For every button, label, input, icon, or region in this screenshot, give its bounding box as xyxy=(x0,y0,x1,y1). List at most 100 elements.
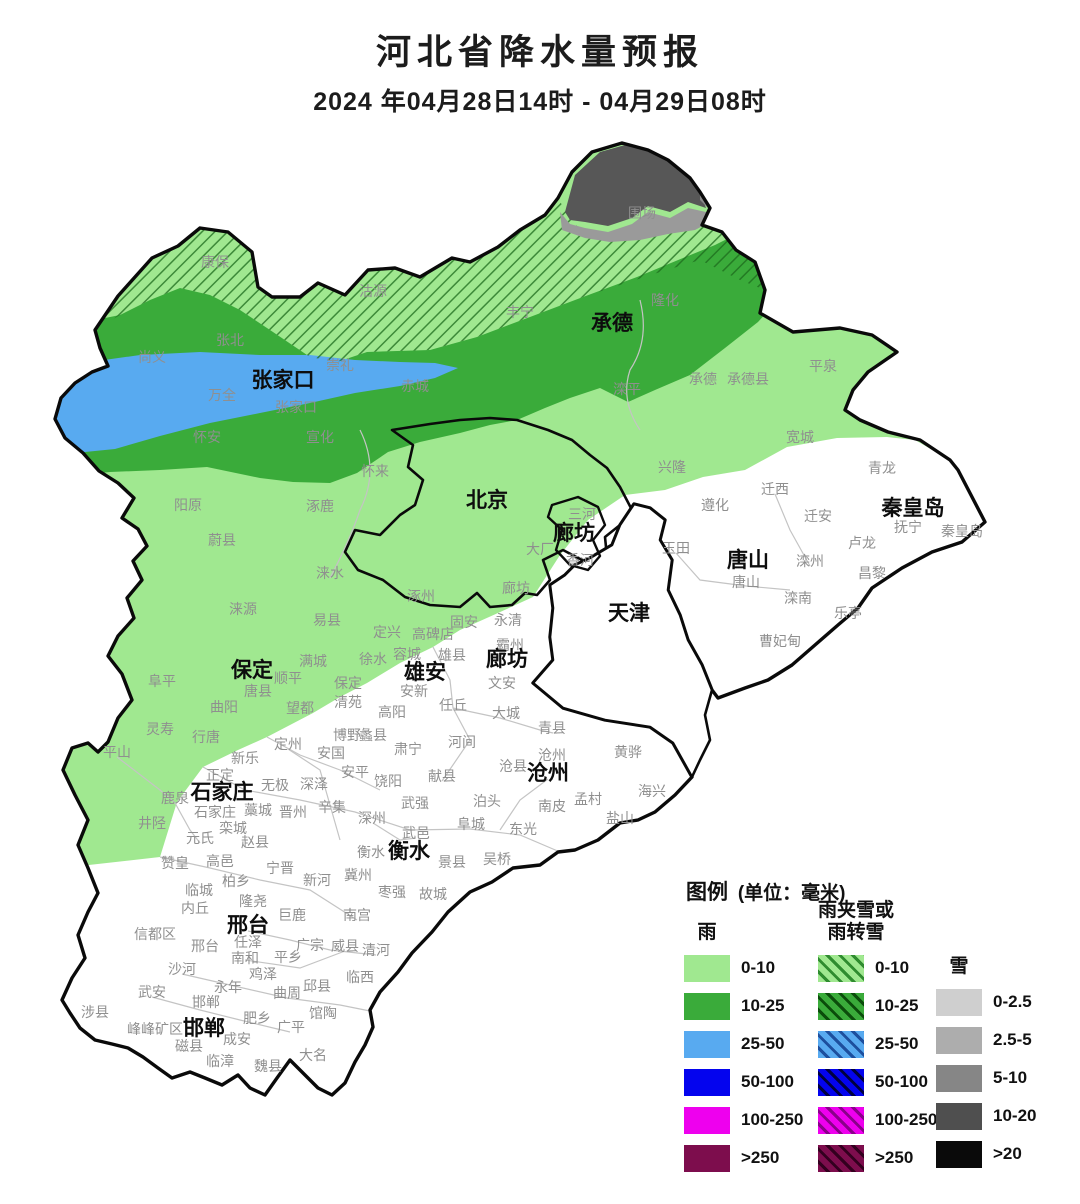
legend-swatch-hatched xyxy=(818,1030,864,1058)
county-label: 曲阳 xyxy=(210,699,238,715)
legend-row-label: 25-50 xyxy=(741,1034,785,1053)
city-label: 廊坊 xyxy=(486,647,528,671)
county-label: 沧县 xyxy=(499,758,527,774)
county-label: 邯郸 xyxy=(192,994,220,1010)
county-label: 承德县 xyxy=(727,371,769,387)
county-label: 邢台 xyxy=(191,938,219,954)
county-label: 任泽 xyxy=(234,934,262,950)
zone-snow-fringe xyxy=(560,208,714,242)
legend-swatch xyxy=(936,988,982,1016)
county-label: 吴桥 xyxy=(483,851,511,867)
legend-row-label: 5-10 xyxy=(993,1068,1028,1087)
county-label: 东光 xyxy=(509,821,537,837)
county-label: 信都区 xyxy=(134,926,176,942)
legend-swatch xyxy=(936,1102,982,1130)
county-label: 崇礼 xyxy=(326,357,354,373)
legend-row-label: >250 xyxy=(741,1148,780,1167)
county-label: 威县 xyxy=(331,938,359,954)
county-label: 滦平 xyxy=(613,381,641,397)
county-label: 宣化 xyxy=(306,429,334,445)
county-label: 鸡泽 xyxy=(249,966,277,982)
legend-snow-header: 雪 xyxy=(949,956,969,977)
county-label: 深泽 xyxy=(300,776,328,792)
county-label: 景县 xyxy=(438,854,466,870)
county-label: 容城 xyxy=(393,646,421,662)
county-label: 清河 xyxy=(362,942,390,958)
county-label: 饶阳 xyxy=(374,773,402,789)
legend-row-label: 50-100 xyxy=(741,1072,794,1091)
county-label: 涉县 xyxy=(81,1004,109,1020)
legend-sleet-header: 雨夹雪或 雨转雪 xyxy=(817,900,894,943)
county-label: 黄骅 xyxy=(614,744,642,760)
legend-row: 2.5-5 xyxy=(936,1021,1036,1059)
county-label: 高阳 xyxy=(378,704,406,720)
legend-swatch xyxy=(936,1064,982,1092)
legend-swatch xyxy=(684,1144,730,1172)
county-label: 魏县 xyxy=(254,1058,282,1074)
county-label: 行唐 xyxy=(192,729,220,745)
county-label: 迁安 xyxy=(804,508,832,524)
county-label: 栾城 xyxy=(219,820,247,836)
legend-row: 100-250 xyxy=(684,1101,803,1139)
county-label: 曲周 xyxy=(273,985,301,1001)
legend-row: 10-25 xyxy=(818,987,937,1025)
county-label: 怀安 xyxy=(193,429,221,445)
city-label: 北京 xyxy=(466,488,508,512)
legend-row: >20 xyxy=(936,1135,1036,1173)
county-label: 保定 xyxy=(334,675,362,691)
county-label: 康保 xyxy=(201,254,229,270)
legend-row: 100-250 xyxy=(818,1101,937,1139)
legend-swatch xyxy=(684,1106,730,1134)
county-label: 成安 xyxy=(223,1031,251,1047)
county-label: 平乡 xyxy=(274,949,302,965)
county-label: 河间 xyxy=(448,734,476,750)
county-label: 石家庄 xyxy=(194,804,236,820)
city-label: 衡水 xyxy=(388,839,431,863)
county-label: 临西 xyxy=(346,969,374,985)
legend-swatch xyxy=(936,1026,982,1054)
county-label: 沧州 xyxy=(538,747,566,763)
county-label: 张家口 xyxy=(275,399,317,415)
county-label: 南皮 xyxy=(538,798,566,814)
city-label: 秦皇岛 xyxy=(881,496,945,520)
legend-row: 25-50 xyxy=(684,1025,803,1063)
legend-row: 10-25 xyxy=(684,987,803,1025)
city-label: 张家口 xyxy=(252,368,315,392)
county-label: 兴隆 xyxy=(658,459,686,475)
county-label: 新河 xyxy=(303,872,331,888)
county-label: 内丘 xyxy=(181,900,209,916)
county-label: 深州 xyxy=(358,810,386,826)
county-label: 南和 xyxy=(231,950,259,966)
legend-row-label: 50-100 xyxy=(875,1072,928,1091)
legend-row-label: 0-10 xyxy=(875,958,910,977)
county-label: 昌黎 xyxy=(858,565,886,581)
legend-swatch xyxy=(684,954,730,982)
county-label: 鹿泉 xyxy=(161,790,189,806)
legend-column-rain: 雨 0-10 10-25 25-50 50-100 100-250 >250 xyxy=(684,922,803,1177)
legend-row-label: 10-25 xyxy=(741,996,785,1015)
county-label: 易县 xyxy=(313,612,341,628)
legend-row: 25-50 xyxy=(818,1025,937,1063)
forecast-time-range: 2024 年04月28日14时 - 04月29日08时 xyxy=(313,88,767,116)
county-label: 孟村 xyxy=(574,791,602,807)
legend-row: 50-100 xyxy=(684,1063,803,1101)
county-label: 阜平 xyxy=(148,673,176,689)
legend-swatch-hatched xyxy=(818,1106,864,1134)
county-label: 隆化 xyxy=(651,292,679,308)
county-label: 博野 xyxy=(333,727,361,743)
county-label: 怀来 xyxy=(361,463,389,479)
county-label: 万全 xyxy=(208,387,236,403)
county-label: 枣强 xyxy=(378,884,406,900)
county-label: 卢龙 xyxy=(848,535,876,551)
legend-row: 5-10 xyxy=(936,1059,1036,1097)
city-label: 承德 xyxy=(591,311,633,335)
county-label: 赤城 xyxy=(401,378,429,394)
legend-row: >250 xyxy=(684,1139,803,1177)
legend-row: 0-10 xyxy=(684,949,803,987)
page-title: 河北省降水量预报 xyxy=(375,33,704,72)
county-label: 安新 xyxy=(400,683,428,699)
county-label: 宁晋 xyxy=(266,860,294,876)
county-label: 灵寿 xyxy=(146,721,174,737)
county-label: 宽城 xyxy=(786,429,814,445)
